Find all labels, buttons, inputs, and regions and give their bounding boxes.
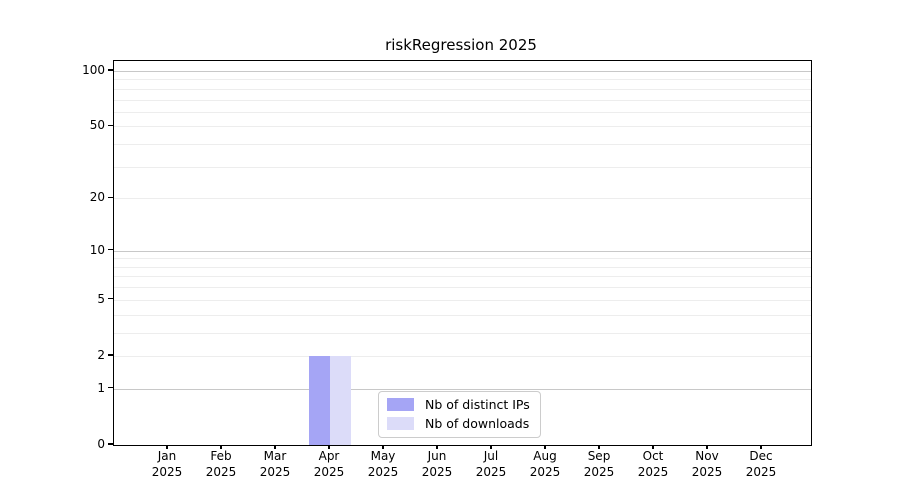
x-tick-label: Sep 2025	[583, 449, 615, 479]
y-tick-label: 10	[89, 242, 105, 257]
y-tick-label: 50	[89, 118, 105, 133]
legend-swatch	[387, 417, 414, 430]
bar-distinct-ips	[309, 355, 330, 445]
x-tick	[220, 445, 222, 449]
minor-gridline	[114, 276, 811, 278]
x-tick-label: Aug 2025	[529, 449, 561, 479]
y-tick	[108, 387, 113, 389]
major-gridline	[114, 71, 811, 72]
x-tick	[490, 445, 492, 449]
minor-gridline	[114, 111, 811, 113]
minor-gridline	[114, 126, 811, 128]
x-tick	[544, 445, 546, 449]
x-tick	[706, 445, 708, 449]
y-tick	[108, 298, 113, 300]
minor-gridline	[114, 332, 811, 334]
x-tick	[598, 445, 600, 449]
x-tick-label: Oct 2025	[637, 449, 669, 479]
minor-gridline	[114, 314, 811, 316]
x-tick	[382, 445, 384, 449]
x-tick-label: Feb 2025	[205, 449, 237, 479]
x-tick	[166, 445, 168, 449]
minor-gridline	[114, 266, 811, 268]
legend: Nb of distinct IPs Nb of downloads	[378, 391, 541, 438]
minor-gridline	[114, 144, 811, 146]
major-gridline	[114, 388, 811, 390]
minor-gridline	[114, 258, 811, 260]
y-tick	[108, 69, 113, 71]
y-tick-label: 1	[97, 380, 105, 395]
y-tick-label: 20	[89, 190, 105, 205]
y-tick-label: 0	[97, 437, 105, 451]
y-tick	[108, 354, 113, 356]
minor-gridline	[114, 299, 811, 301]
minor-gridline	[114, 79, 811, 81]
x-tick-label: Dec 2025	[745, 449, 777, 479]
bar-downloads	[330, 355, 351, 445]
y-tick-label: 100	[82, 63, 105, 77]
y-tick-label: 5	[97, 291, 105, 306]
legend-label: Nb of distinct IPs	[425, 397, 530, 412]
minor-gridline	[114, 166, 811, 168]
legend-swatch	[387, 398, 414, 411]
x-tick-label: Jul 2025	[475, 449, 507, 479]
x-tick-label: Jan 2025	[151, 449, 183, 479]
x-tick-label: Apr 2025	[313, 449, 345, 479]
x-tick	[652, 445, 654, 449]
major-gridline	[114, 250, 811, 252]
legend-entry: Nb of downloads	[387, 416, 530, 431]
x-tick-label: Mar 2025	[259, 449, 291, 479]
minor-gridline	[114, 198, 811, 200]
plot-area	[113, 60, 812, 446]
minor-gridline	[114, 287, 811, 289]
x-tick	[436, 445, 438, 449]
minor-gridline	[114, 99, 811, 101]
y-tick	[108, 124, 113, 127]
x-tick-label: Nov 2025	[691, 449, 723, 479]
y-tick	[108, 196, 113, 198]
x-tick	[328, 445, 330, 449]
x-tick	[274, 445, 276, 449]
y-tick-label: 2	[97, 347, 105, 362]
legend-label: Nb of downloads	[425, 416, 530, 431]
x-tick-label: Jun 2025	[421, 449, 453, 479]
minor-gridline	[114, 88, 811, 90]
chart-title: riskRegression 2025	[385, 36, 537, 54]
x-tick	[760, 445, 762, 449]
y-tick	[108, 249, 113, 251]
legend-entry: Nb of distinct IPs	[387, 397, 530, 412]
minor-gridline	[114, 355, 811, 357]
y-tick	[108, 443, 113, 445]
x-tick-label: May 2025	[367, 449, 399, 479]
